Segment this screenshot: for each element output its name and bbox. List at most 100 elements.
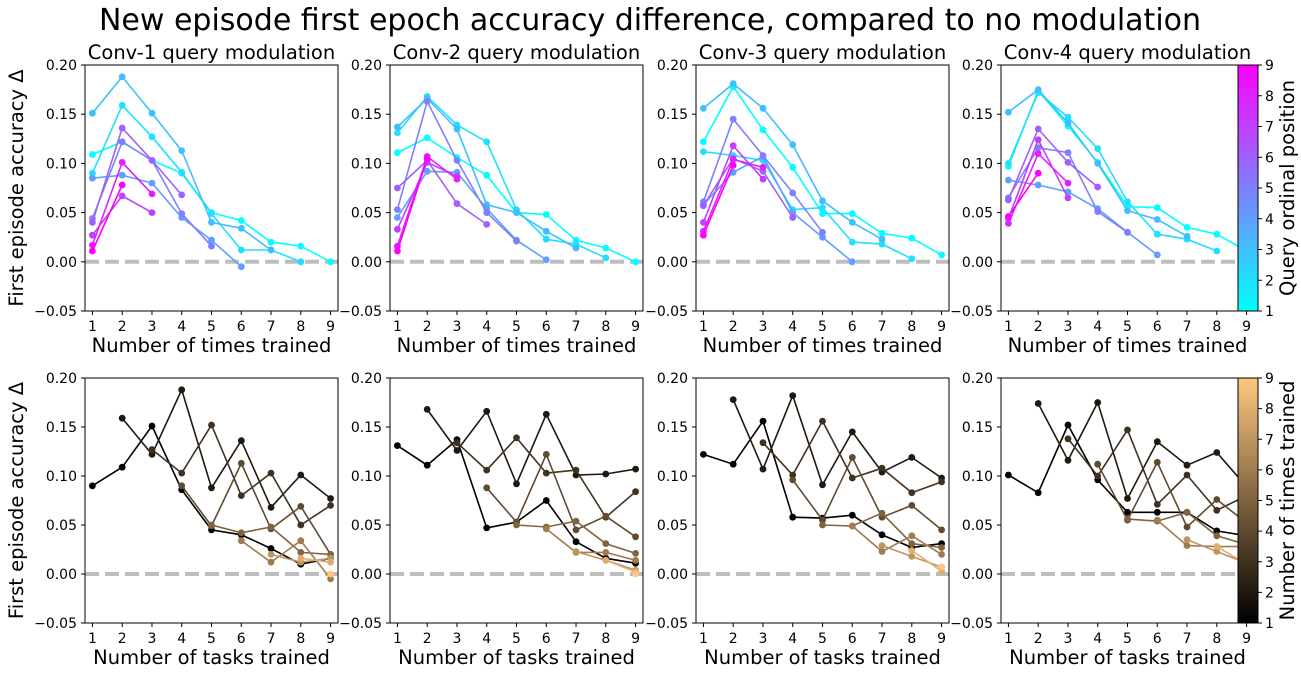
series-9	[327, 570, 334, 578]
series-3	[1005, 86, 1191, 240]
colorbar-label: Query ordinal position	[1276, 80, 1299, 296]
series-line	[396, 95, 607, 259]
y-tick-label: 0.05	[962, 206, 993, 222]
x-tick-label: 1	[1004, 319, 1013, 335]
series-line	[91, 184, 123, 252]
data-point	[394, 247, 401, 255]
data-point	[453, 157, 461, 164]
series-2	[1034, 399, 1250, 502]
subplot-5: −0.05 0.00 0.05 0.10 0.15 0.20 1 2 3 4 5 6 7 8 9Number…	[5, 371, 339, 669]
data-point	[542, 525, 550, 533]
series-4	[789, 454, 945, 534]
data-point	[759, 163, 767, 171]
data-point	[394, 225, 401, 233]
data-point	[1064, 149, 1072, 157]
data-point	[1034, 86, 1042, 93]
data-point	[89, 219, 96, 226]
data-point	[267, 558, 275, 566]
data-point	[148, 451, 156, 458]
data-point	[178, 147, 186, 155]
data-point	[1034, 181, 1042, 189]
data-point	[700, 202, 707, 210]
y-tick-label: 0.20	[657, 371, 688, 387]
data-point	[542, 410, 550, 418]
data-point	[1213, 230, 1221, 238]
subplot-title: Conv-3 query modulation	[699, 41, 946, 64]
series-line	[396, 159, 488, 226]
y-tick-label: 0.00	[351, 255, 382, 271]
data-point	[1094, 183, 1102, 191]
data-point	[394, 206, 401, 214]
subplot-6: −0.05 0.00 0.05 0.10 0.15 0.20 1 2 3 4 5 6 7 8 9Number…	[339, 371, 644, 669]
data-point	[237, 437, 245, 445]
data-point	[1005, 220, 1012, 227]
series-6	[1005, 125, 1102, 204]
data-point	[789, 163, 797, 171]
series-line	[851, 525, 943, 556]
data-point	[938, 478, 945, 486]
data-point	[1124, 198, 1131, 206]
data-point	[148, 157, 156, 164]
y-tick-label: −0.05	[339, 304, 382, 320]
x-tick-label: 3	[1064, 631, 1073, 647]
data-point	[118, 192, 126, 200]
data-point	[1094, 472, 1102, 480]
data-point	[483, 221, 491, 228]
plot-area	[696, 378, 949, 623]
data-point	[208, 521, 215, 529]
data-point	[297, 503, 305, 510]
data-point	[513, 209, 520, 217]
data-point	[878, 542, 886, 549]
data-point	[1064, 119, 1072, 127]
data-point	[513, 521, 520, 529]
series-5	[394, 98, 520, 245]
data-point	[148, 109, 156, 117]
data-point	[602, 254, 610, 262]
subplot-3: −0.05 0.00 0.05 0.10 0.15 0.20 1 2 3 4 5 6 7 8 9Number…	[645, 41, 950, 357]
colorbar-tick-label: 2	[1265, 585, 1274, 601]
x-tick-label: 4	[788, 631, 797, 647]
data-point	[878, 509, 886, 517]
x-tick-label: 3	[759, 319, 768, 335]
data-point	[759, 439, 767, 447]
series-2	[89, 101, 305, 266]
series-8	[297, 554, 334, 566]
data-point	[938, 251, 945, 259]
data-point	[1034, 400, 1042, 407]
data-point	[700, 231, 707, 239]
x-tick-label: 2	[1034, 631, 1043, 647]
data-point	[1005, 196, 1012, 204]
y-tick-label: −0.05	[645, 616, 688, 632]
data-point	[148, 209, 156, 217]
series-7	[700, 142, 767, 226]
y-tick-label: 0.10	[962, 156, 993, 172]
data-point	[297, 471, 305, 479]
x-axis-label: Number of times trained	[397, 334, 637, 357]
colorbar-tick-label: 5	[1265, 181, 1274, 197]
y-tick-label: 0.20	[351, 58, 382, 74]
x-tick-label: 4	[788, 319, 797, 335]
data-point	[848, 474, 856, 482]
data-point	[237, 217, 245, 224]
data-point	[789, 189, 797, 197]
series-3	[759, 417, 945, 497]
data-point	[483, 171, 491, 179]
data-point	[394, 149, 401, 157]
data-point	[297, 549, 305, 556]
data-point	[542, 497, 550, 504]
y-tick-label: 0.15	[351, 420, 382, 436]
x-tick-label: 3	[453, 631, 462, 647]
colorbar-tick-label: 6	[1265, 150, 1274, 166]
data-point	[542, 227, 550, 235]
y-tick-label: −0.05	[34, 304, 77, 320]
data-point	[789, 214, 797, 221]
x-axis-label: Number of tasks trained	[93, 646, 330, 669]
data-point	[118, 159, 126, 166]
colorbar-tick-label: 3	[1265, 243, 1274, 259]
data-point	[632, 533, 639, 541]
data-point	[148, 179, 156, 187]
data-point	[1064, 194, 1072, 202]
data-point	[1183, 471, 1191, 479]
series-line	[792, 455, 943, 531]
